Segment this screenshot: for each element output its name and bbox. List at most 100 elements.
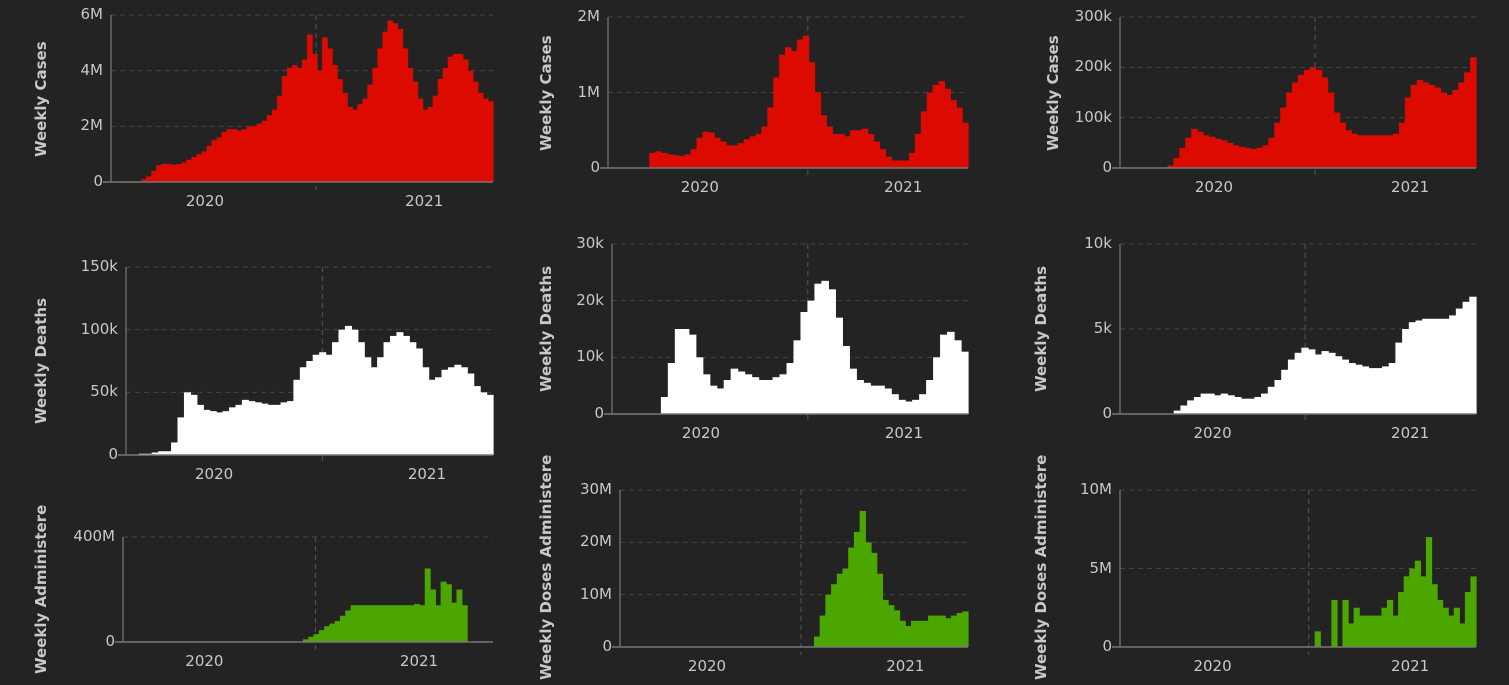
bar xyxy=(667,154,674,168)
bar xyxy=(1415,320,1423,414)
bar xyxy=(146,176,152,182)
bar xyxy=(1187,400,1195,414)
bar xyxy=(767,107,774,168)
bar xyxy=(758,380,767,414)
y-tick-label: 0 xyxy=(1102,158,1112,176)
bar xyxy=(377,605,383,642)
bar xyxy=(206,145,213,182)
bar xyxy=(338,329,346,455)
bar xyxy=(848,547,855,647)
y-tick-label: 6M xyxy=(80,5,104,23)
bar xyxy=(437,79,444,182)
bar xyxy=(1321,77,1329,168)
y-tick-label: 150k xyxy=(80,257,118,275)
bar xyxy=(779,374,788,414)
bar xyxy=(377,48,384,183)
bar xyxy=(344,325,352,455)
bar xyxy=(1398,592,1405,647)
bar xyxy=(879,149,886,168)
bar xyxy=(898,399,906,414)
bar xyxy=(926,380,934,414)
bar xyxy=(871,552,878,647)
bar xyxy=(796,39,804,169)
bar xyxy=(660,397,669,414)
bar xyxy=(956,612,963,647)
bar xyxy=(473,386,481,455)
bar xyxy=(151,170,157,182)
bar xyxy=(177,417,185,455)
bar xyxy=(1328,352,1336,414)
bar xyxy=(1214,395,1222,414)
bar xyxy=(785,47,792,169)
bar xyxy=(1327,92,1335,168)
bar xyxy=(461,605,468,642)
bar xyxy=(1469,296,1477,414)
bar xyxy=(920,111,928,168)
bar xyxy=(1308,349,1316,414)
bar xyxy=(183,392,191,455)
x-tick-label: 2021 xyxy=(399,652,439,670)
bar xyxy=(1363,135,1370,168)
bar xyxy=(1234,397,1242,414)
bar xyxy=(364,357,372,455)
bar xyxy=(702,131,709,168)
bar xyxy=(286,401,295,455)
bar xyxy=(723,380,732,414)
bar xyxy=(419,605,426,642)
bar xyxy=(702,374,711,414)
y-tick-label: 100k xyxy=(80,319,118,338)
bar xyxy=(888,605,895,647)
bar xyxy=(919,394,927,414)
bar xyxy=(737,143,745,168)
bar xyxy=(415,348,423,455)
bar xyxy=(1462,301,1470,414)
bar xyxy=(1351,133,1358,168)
bar xyxy=(445,584,452,642)
bar xyxy=(447,367,455,455)
bar xyxy=(296,67,303,182)
y-tick-label: 0 xyxy=(594,404,604,422)
bar xyxy=(1459,623,1466,647)
bar xyxy=(877,385,885,414)
bar xyxy=(1364,615,1371,647)
bar xyxy=(332,65,338,182)
bar xyxy=(1331,599,1338,647)
bar xyxy=(1381,366,1390,414)
bar xyxy=(1238,146,1246,168)
bar xyxy=(1414,560,1421,647)
bar xyxy=(765,380,774,414)
bar xyxy=(905,401,913,414)
y-axis-title: Weekly Doses Administere xyxy=(1032,454,1050,680)
bar xyxy=(807,300,816,414)
bar xyxy=(1434,87,1441,168)
bar xyxy=(171,442,179,455)
bar xyxy=(849,130,857,168)
bar xyxy=(933,615,941,647)
bar xyxy=(334,621,341,642)
bar xyxy=(235,404,243,455)
y-tick-label: 0 xyxy=(602,637,612,655)
y-tick-label: 30M xyxy=(579,480,612,498)
bar xyxy=(1357,135,1364,168)
bar xyxy=(661,152,668,168)
bar xyxy=(337,79,343,182)
bar xyxy=(1315,69,1323,168)
bar xyxy=(856,380,864,414)
bar xyxy=(825,594,832,647)
x-tick-label: 2021 xyxy=(405,192,444,210)
bar xyxy=(302,639,309,642)
bar xyxy=(467,70,474,182)
bar xyxy=(409,342,417,455)
bar xyxy=(674,329,683,414)
bar xyxy=(248,401,256,455)
bar xyxy=(472,81,479,182)
bar xyxy=(1333,112,1341,168)
bar xyxy=(196,154,203,182)
bar xyxy=(361,605,368,642)
bar xyxy=(372,67,378,182)
bar xyxy=(1402,329,1410,414)
bar xyxy=(276,95,283,182)
